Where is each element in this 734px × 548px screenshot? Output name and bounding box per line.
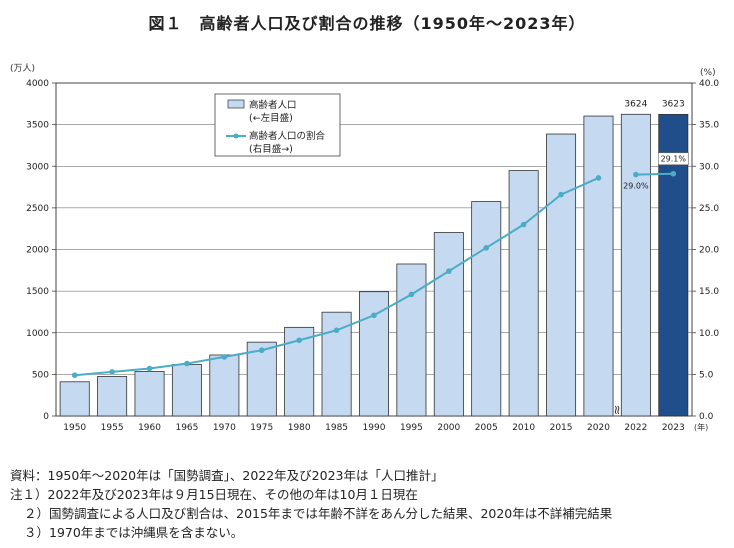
bar-value-label: 3623	[662, 99, 685, 109]
bar	[209, 354, 240, 417]
left-axis-tick-label: 2500	[26, 204, 49, 214]
x-axis-tick-label: 2022	[624, 423, 647, 433]
bar	[471, 201, 502, 417]
ratio-point	[483, 245, 490, 251]
x-axis-tick-label: 2020	[587, 423, 610, 433]
note-2: ２）国勢調査による人口及び割合は、2015年までは年齢不詳をあん分した結果、20…	[24, 506, 613, 521]
bar	[433, 232, 464, 417]
left-axis-tick-label: 500	[32, 370, 49, 380]
right-axis-tick-label: 40.0	[699, 79, 719, 89]
data-labels: 3624 3623 29.0% 29.1%	[623, 99, 689, 191]
x-axis-tick-label: 1970	[213, 423, 236, 433]
note-3: ３）1970年までは沖縄県を含まない。	[24, 525, 244, 540]
axis-break-mark: ≈	[609, 405, 624, 416]
bar	[508, 170, 539, 417]
right-axis-tick-label: 0.0	[699, 412, 714, 422]
left-axis-tick-label: 3000	[26, 162, 49, 172]
right-axis-tick-label: 15.0	[699, 287, 719, 297]
note-1: 注１）2022年及び2023年は９月15日現在、その他の年は10月１日現在	[10, 487, 418, 502]
legend-line-label: 高齢者人口の割合	[249, 130, 326, 142]
ratio-line	[71, 170, 677, 379]
left-axis-tick-label: 3500	[26, 121, 49, 131]
x-axis-tick-label: 1975	[250, 423, 273, 433]
legend-line-axis-note: (右目盛→)	[249, 143, 293, 155]
legend-line-marker	[233, 133, 239, 139]
x-axis-tick-label: 1950	[63, 423, 86, 433]
x-axis-tick-label: 1995	[400, 423, 423, 433]
right-axis-tick-label: 20.0	[699, 246, 719, 256]
right-axis-tick-label: 10.0	[699, 329, 719, 339]
ratio-point	[109, 369, 115, 375]
left-axis-tick-label: 1000	[26, 329, 49, 339]
x-axis-tick-label: 1990	[363, 423, 386, 433]
notes: 資料：1950年～2020年は「国勢調査」、2022年及び2023年は「人口推計…	[10, 466, 726, 542]
bar	[546, 133, 577, 417]
x-axis-tick-label: 2010	[512, 423, 535, 433]
x-axis-tick-label: 1955	[101, 423, 124, 433]
ratio-point	[633, 171, 639, 178]
ratio-point	[258, 347, 265, 354]
x-axis-tick-label: 2005	[475, 423, 498, 433]
ratio-point	[520, 221, 527, 228]
ratio-point	[408, 291, 415, 298]
legend-bar-axis-note: (←左目盛)	[249, 112, 293, 124]
left-axis-tick-label: 1500	[26, 287, 49, 297]
bar	[396, 263, 427, 417]
x-axis-tick-label: 2000	[437, 423, 460, 433]
source-note: 資料：1950年～2020年は「国勢調査」、2022年及び2023年は「人口推計…	[10, 468, 444, 483]
x-axis-tick-label: 1980	[288, 423, 311, 433]
ratio-point	[371, 312, 377, 319]
ratio-point	[71, 372, 78, 379]
ratio-value-label-box	[657, 152, 689, 166]
ratio-point	[446, 268, 452, 274]
right-axis-tick-label: 25.0	[699, 204, 719, 214]
bar	[134, 371, 165, 417]
axes: 0 500 1000 1500 2000 2500 3000 3500 4000 0.0 5.0 10…	[26, 79, 719, 433]
bar	[59, 381, 90, 417]
ratio-point	[558, 191, 564, 198]
ratio-point	[595, 175, 602, 181]
x-axis-tick-label: 1985	[325, 423, 348, 433]
x-axis-tick-label: 2023	[662, 423, 685, 433]
bar	[620, 113, 651, 417]
x-axis-tick-label: 2015	[550, 423, 573, 433]
ratio-point	[670, 170, 677, 177]
ratio-line-segment	[635, 172, 674, 176]
legend-bar-label: 高齢者人口	[249, 99, 297, 111]
right-axis-tick-label: 35.0	[699, 121, 719, 131]
ratio-value-label: 29.0%	[623, 182, 649, 191]
bar	[246, 341, 277, 417]
x-axis-unit: (年)	[694, 422, 708, 432]
right-axis-tick-label: 5.0	[699, 370, 714, 380]
right-axis-tick-label: 30.0	[699, 162, 719, 172]
bar	[359, 291, 389, 417]
x-axis-tick-label: 1960	[138, 423, 161, 433]
bars	[59, 113, 689, 417]
legend: 高齢者人口 (←左目盛) 高齢者人口の割合 (右目盛→)	[214, 93, 341, 157]
left-axis-tick-label: 2000	[26, 246, 49, 256]
right-axis-unit: (%)	[700, 68, 716, 78]
ratio-point	[146, 365, 153, 372]
bar-value-label: 3624	[624, 99, 647, 109]
left-axis-unit: (万人)	[10, 63, 35, 74]
bar	[583, 115, 614, 417]
ratio-point	[184, 360, 190, 367]
bar	[97, 376, 128, 417]
left-axis-tick-label: 4000	[26, 79, 49, 89]
chart-title: 図１ 高齢者人口及び割合の推移（1950年～2023年）	[148, 14, 586, 33]
bar	[171, 364, 202, 417]
x-axis-tick-label: 1965	[175, 423, 198, 433]
chart-canvas: 0 500 1000 1500 2000 2500 3000 3500 4000 0.0 5.0 10…	[10, 63, 719, 433]
legend-bar-swatch	[227, 99, 245, 109]
left-axis-tick-label: 0	[43, 412, 49, 422]
ratio-point	[221, 354, 228, 360]
ratio-point	[333, 327, 340, 334]
ratio-point	[296, 337, 302, 344]
ratio-value-label: 29.1%	[661, 155, 687, 164]
